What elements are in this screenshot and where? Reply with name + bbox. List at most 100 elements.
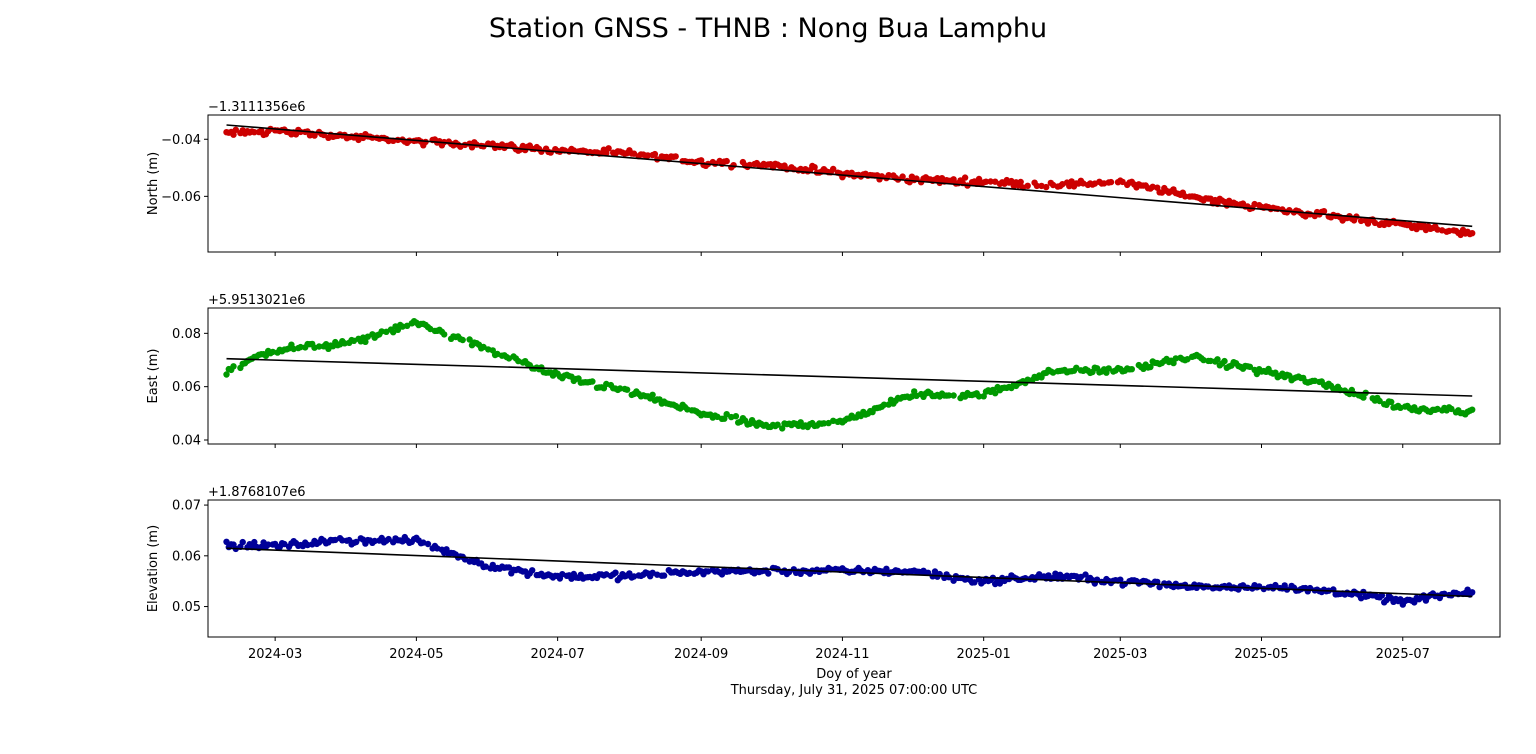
data-point — [630, 150, 638, 157]
data-point — [1392, 219, 1400, 227]
data-point — [394, 326, 402, 333]
data-point — [1469, 589, 1476, 596]
data-point — [315, 343, 323, 350]
data-point — [1033, 182, 1041, 190]
data-point — [589, 378, 596, 385]
panel-1: −1.3111356e6 North (m)−0.04 −0.06 — [146, 100, 1501, 256]
x-tick-label: 2025-01 — [956, 647, 1010, 662]
data-point — [485, 140, 492, 147]
data-point — [223, 538, 230, 545]
data-point — [378, 328, 385, 335]
data-point — [1105, 365, 1112, 372]
data-point — [443, 546, 450, 553]
data-point — [612, 569, 619, 576]
panels: −1.3111356e6 North (m)−0.04 −0.06 +5.951302… — [146, 100, 1501, 662]
x-tick-label: 2025-07 — [1376, 647, 1430, 662]
data-point — [385, 137, 392, 145]
data-point — [385, 535, 392, 543]
data-point — [1448, 405, 1455, 413]
data-point — [644, 152, 652, 159]
data-point — [1221, 357, 1228, 365]
data-point — [811, 164, 818, 171]
x-tick-label: 2024-05 — [389, 647, 443, 662]
x-axis-label: Doy of year — [816, 667, 892, 682]
data-point — [880, 401, 888, 408]
data-point — [230, 363, 237, 370]
data-point — [1024, 376, 1031, 383]
data-point — [1119, 178, 1126, 186]
data-point — [239, 538, 246, 546]
data-point — [1017, 178, 1024, 186]
y-tick-label: 0.05 — [172, 600, 201, 615]
data-point — [885, 172, 892, 179]
data-point — [1024, 182, 1031, 189]
data-point — [1117, 576, 1124, 583]
offset-label: −1.3111356e6 — [208, 100, 305, 115]
data-point — [1246, 363, 1254, 370]
plot-frame — [207, 499, 1501, 638]
trend-line — [226, 357, 1473, 397]
y-tick-label: −0.06 — [161, 190, 201, 205]
data-point — [1214, 356, 1221, 363]
data-point — [232, 126, 239, 133]
data-point — [403, 322, 411, 329]
data-point — [660, 572, 668, 579]
data-point — [672, 153, 679, 160]
data-point — [459, 336, 466, 344]
data-point — [1156, 583, 1163, 591]
data-point — [779, 425, 786, 432]
data-point — [975, 393, 983, 400]
data-point — [251, 538, 258, 546]
data-point — [1376, 397, 1383, 405]
data-point — [362, 338, 369, 345]
panel-3: +1.8768107e6 Elevation (m) 0.05 0.06 0.07 202… — [146, 485, 1501, 662]
data-point — [649, 391, 656, 398]
data-point — [1172, 355, 1180, 362]
y-tick-label: 0.08 — [172, 327, 201, 342]
data-point — [390, 329, 397, 336]
data-point — [1232, 200, 1240, 208]
data-point — [269, 348, 276, 356]
data-point — [353, 538, 360, 546]
data-point — [987, 178, 994, 185]
data-point — [723, 411, 730, 418]
offset-label: +1.8768107e6 — [208, 485, 305, 500]
data-point — [230, 131, 237, 138]
data-point — [723, 157, 730, 165]
y-axis-label: Elevation (m) — [146, 525, 161, 612]
data-point — [982, 178, 990, 185]
data-point — [616, 385, 624, 392]
data-point — [1200, 356, 1207, 364]
data-point — [265, 541, 272, 548]
data-point — [975, 175, 983, 183]
x-tick-label: 2024-11 — [815, 647, 869, 662]
x-tick-label: 2024-03 — [248, 647, 302, 662]
data-point — [1082, 571, 1089, 578]
y-tick-label: 0.06 — [172, 380, 201, 395]
data-point — [605, 145, 612, 152]
trend-line — [226, 124, 1473, 228]
y-axis-label: East (m) — [146, 349, 161, 404]
data-point — [950, 392, 957, 399]
timestamp-footer: Thursday, July 31, 2025 07:00:00 UTC — [730, 683, 978, 698]
panel-2: +5.9513021e6 East (m) 0.04 0.06 0.08 — [146, 293, 1501, 449]
data-point — [311, 132, 318, 139]
data-point — [480, 343, 487, 351]
data-point — [931, 568, 939, 575]
data-point — [371, 537, 378, 545]
data-point — [883, 565, 890, 572]
data-point — [424, 540, 432, 548]
data-point — [603, 150, 610, 157]
data-point — [830, 165, 837, 173]
data-point — [1388, 398, 1395, 406]
data-point — [223, 371, 230, 378]
data-points — [223, 125, 1476, 239]
data-points — [223, 533, 1476, 608]
data-point — [1320, 208, 1328, 215]
data-point — [820, 420, 828, 427]
offset-label: +5.9513021e6 — [208, 293, 305, 308]
data-point — [1184, 356, 1191, 363]
data-point — [651, 150, 659, 158]
data-point — [623, 386, 631, 393]
